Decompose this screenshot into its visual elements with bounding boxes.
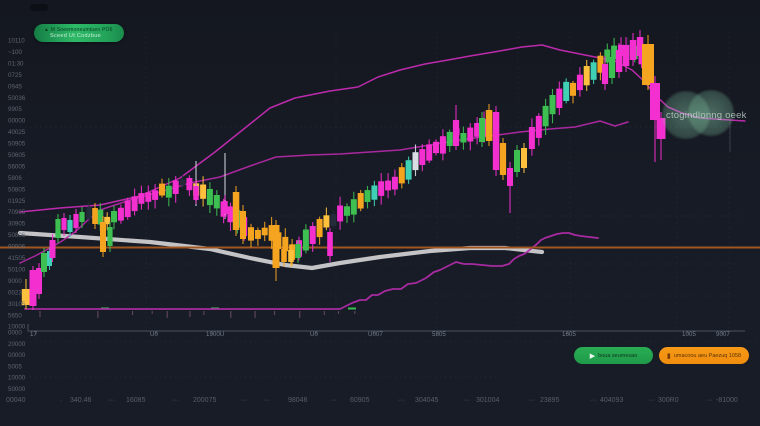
svg-text:···: ··· [108, 397, 115, 404]
svg-text:·: · [60, 397, 62, 404]
svg-text:···: ··· [398, 397, 405, 404]
svg-text:40025: 40025 [8, 129, 26, 136]
svg-text:41505: 41505 [8, 255, 26, 262]
svg-text:0000: 0000 [8, 330, 22, 337]
svg-text:···: ··· [463, 397, 470, 404]
svg-text:9007: 9007 [716, 331, 730, 338]
svg-text:304045: 304045 [415, 397, 438, 404]
svg-text:···: ··· [590, 397, 597, 404]
svg-text:5005: 5005 [8, 363, 22, 370]
svg-text:23895: 23895 [540, 397, 560, 404]
svg-text:30905: 30905 [8, 221, 26, 228]
svg-text:300R0: 300R0 [658, 397, 679, 404]
svg-text:···: ··· [706, 397, 713, 404]
svg-text:20000: 20000 [8, 341, 26, 348]
svg-text:U0: U0 [150, 331, 158, 338]
svg-text:200075: 200075 [193, 397, 216, 404]
svg-text:404093: 404093 [600, 397, 623, 404]
svg-text:00040: 00040 [6, 397, 26, 404]
svg-text:10110: 10110 [8, 38, 25, 45]
svg-text:5805: 5805 [432, 331, 446, 338]
svg-text:U007: U007 [368, 331, 383, 338]
svg-text:···: ··· [330, 397, 337, 404]
svg-text:10000: 10000 [8, 375, 26, 382]
svg-text:50036: 50036 [8, 95, 26, 102]
svg-text:56005: 56005 [8, 163, 26, 170]
svg-text:-81000: -81000 [716, 397, 738, 404]
svg-text:50805: 50805 [8, 186, 26, 193]
svg-text:···: ··· [172, 397, 179, 404]
svg-text:0945: 0945 [8, 83, 22, 90]
svg-text:···: ··· [241, 397, 248, 404]
svg-text:5806: 5806 [8, 175, 22, 182]
svg-text:30105: 30105 [8, 301, 26, 308]
svg-text:90906: 90906 [8, 244, 26, 251]
svg-text:9905: 9905 [8, 106, 22, 113]
svg-text:9000: 9000 [8, 278, 22, 285]
svg-text:00000: 00000 [8, 118, 26, 125]
svg-text:00000: 00000 [8, 352, 26, 359]
svg-text:01:30: 01:30 [8, 60, 24, 67]
svg-text:301004: 301004 [476, 397, 499, 404]
svg-text:···: ··· [648, 397, 655, 404]
svg-text:98046: 98046 [288, 397, 308, 404]
svg-text:50605: 50605 [8, 152, 26, 159]
svg-text:U0: U0 [310, 331, 318, 338]
svg-text:0023: 0023 [8, 289, 22, 296]
svg-text:···: ··· [263, 397, 270, 404]
svg-text:5650: 5650 [8, 312, 22, 319]
svg-text:60905: 60905 [350, 397, 370, 404]
svg-text:340.46: 340.46 [70, 397, 92, 404]
svg-text:1005: 1005 [682, 331, 696, 338]
svg-text:50806: 50806 [8, 232, 26, 239]
svg-text:···: ··· [528, 397, 535, 404]
svg-text:1900U: 1900U [206, 331, 224, 338]
svg-text:~100: ~100 [8, 49, 22, 56]
svg-text:17: 17 [30, 331, 37, 338]
svg-text:10000: 10000 [8, 324, 26, 331]
svg-text:50100: 50100 [8, 267, 26, 274]
svg-text:16085: 16085 [126, 397, 146, 404]
svg-text:01925: 01925 [8, 198, 26, 205]
svg-text:0725: 0725 [8, 72, 22, 79]
svg-text:1605: 1605 [562, 331, 576, 338]
svg-text:70905: 70905 [8, 209, 26, 216]
svg-text:50905: 50905 [8, 141, 26, 148]
svg-text:50000: 50000 [8, 386, 26, 393]
